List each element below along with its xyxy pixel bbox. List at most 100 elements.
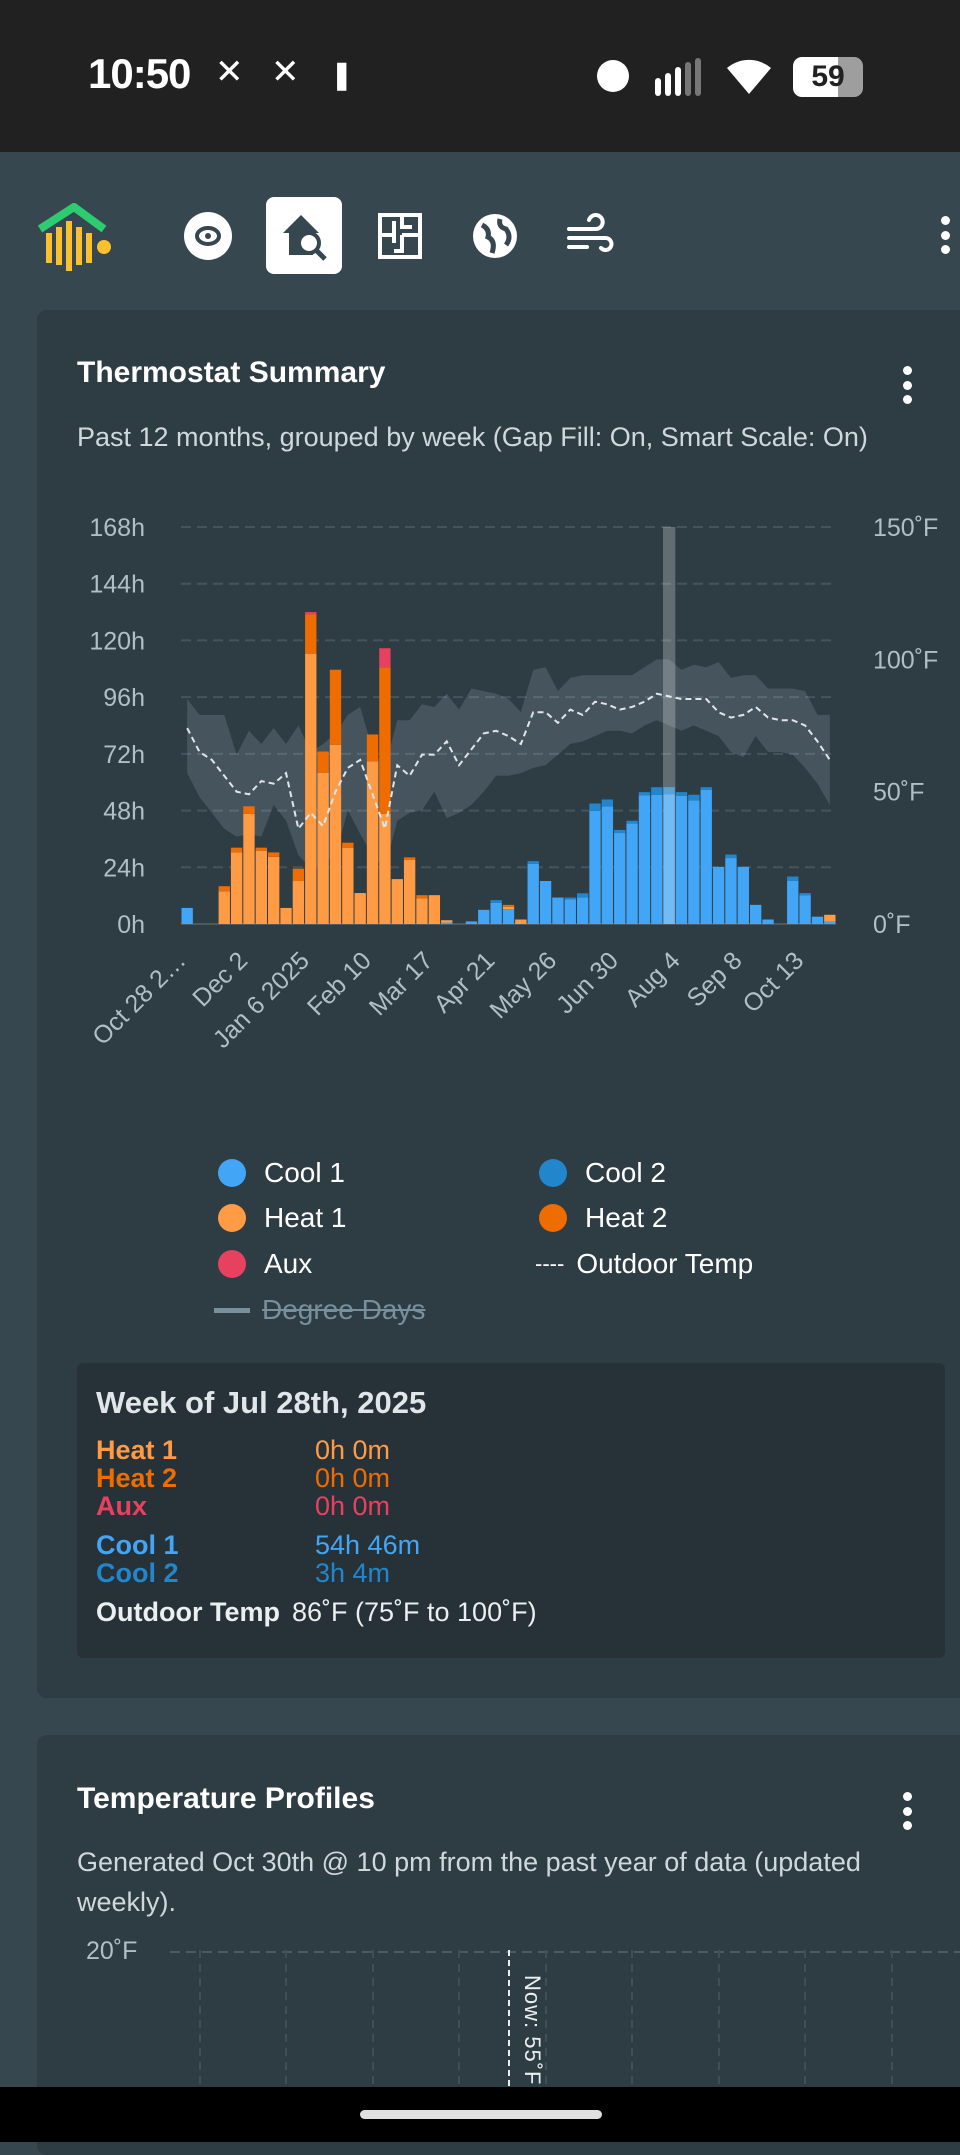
bar-heat-1	[243, 813, 255, 924]
legend-heat-2[interactable]: Heat 2	[539, 1198, 668, 1238]
card-menu-button[interactable]	[892, 360, 922, 410]
toolbar-eye-button[interactable]	[172, 200, 244, 272]
bar-heat-1	[292, 880, 305, 924]
bar-heat-2	[255, 847, 268, 851]
bar-cool-2	[576, 893, 589, 898]
bar-cool-1	[762, 919, 774, 924]
thermostat-summary-chart[interactable]: 0h 24h 48h 72h 96h 120h 144h 168h 0˚F 50˚F 100˚F 15…	[0, 500, 960, 1090]
bar-heat-2	[268, 852, 280, 857]
bar-cool-1	[181, 907, 193, 924]
overflow-menu-button[interactable]	[930, 210, 960, 260]
tooltip-label: Aux	[96, 1491, 148, 1521]
x-notification-icon: ✕	[215, 53, 244, 91]
y2-tick-label: 50˚F	[873, 779, 924, 807]
bar-heat-1	[441, 920, 453, 923]
legend-label: Outdoor Temp	[576, 1248, 754, 1279]
x-tick-label: Aug 4	[620, 946, 686, 1012]
app-logo	[38, 203, 111, 271]
bar-cool-2	[527, 861, 539, 864]
globe-icon	[473, 214, 517, 258]
tooltip-title: Week of Jul 28th, 2025	[96, 1385, 427, 1420]
eye-icon	[184, 212, 232, 260]
bar-cool-1	[663, 794, 675, 924]
tooltip-label: Outdoor Temp	[96, 1597, 280, 1627]
card-menu-button[interactable]	[892, 1786, 922, 1836]
legend-heat-1[interactable]: Heat 1	[218, 1198, 347, 1238]
bar-cool-1	[589, 810, 601, 924]
bar-heat-2	[317, 751, 329, 773]
bar-cool-1	[675, 795, 688, 924]
legend-cool-2[interactable]: Cool 2	[539, 1153, 666, 1193]
tooltip-label: Heat 1	[96, 1435, 178, 1465]
bar-cool-2	[490, 900, 502, 903]
bar-cool-1	[725, 858, 737, 924]
home-gesture-handle[interactable]	[360, 2110, 602, 2119]
bar-heat-1	[268, 856, 280, 924]
legend-dot	[539, 1159, 567, 1187]
bar-heat-1	[403, 859, 416, 924]
bar-heat-1	[342, 847, 354, 924]
y-tick-label: 120h	[89, 627, 145, 655]
card-title: Thermostat Summary	[77, 356, 386, 389]
bar-heat-1	[230, 852, 243, 924]
y2-tick-label: 100˚F	[873, 646, 938, 674]
legend-degree-days[interactable]: Degree Days	[214, 1290, 425, 1330]
bar-heat-1	[379, 813, 391, 924]
bar-aux	[305, 612, 317, 615]
bar-cool-1	[502, 909, 515, 924]
bar-aux	[379, 648, 391, 668]
bar-heat-2	[329, 669, 342, 745]
outdoor-temp-range-band	[187, 659, 830, 869]
bar-cool-2	[638, 792, 651, 796]
bar-cool-1	[712, 866, 725, 924]
bar-cool-1	[651, 794, 663, 924]
legend-cool-1[interactable]: Cool 1	[218, 1153, 345, 1193]
bar-cool-1	[614, 833, 626, 924]
toolbar-home-search-button[interactable]	[266, 197, 342, 274]
y-tick-label: 72h	[103, 741, 145, 769]
bar-cool-2	[787, 876, 799, 881]
bar-cool-1	[478, 909, 490, 924]
bar-cool-1	[601, 806, 614, 924]
bar-heat-1	[255, 850, 268, 924]
toolbar-globe-button[interactable]	[459, 200, 531, 272]
floorplan-icon	[378, 213, 422, 259]
bar-cool-1	[552, 897, 564, 924]
bar-heat-1	[824, 914, 836, 922]
temperature-profiles-chart	[170, 1950, 960, 2090]
temperature-profiles-card	[37, 1735, 960, 2155]
toolbar-floorplan-button[interactable]	[364, 200, 436, 272]
y-tick-label: 144h	[89, 571, 145, 599]
home-search-icon	[283, 215, 327, 261]
x-tick-label: Feb 10	[302, 946, 377, 1021]
tooltip-value: 0h 0m	[315, 1463, 391, 1493]
bar-heat-1	[218, 891, 230, 924]
bar-heat-1	[515, 919, 527, 924]
bar-heat-1	[428, 895, 441, 924]
x-tick-label: Mar 17	[364, 946, 439, 1021]
bar-cool-1	[626, 823, 638, 924]
bar-heat-1	[366, 761, 379, 924]
legend-label: Heat 1	[264, 1202, 347, 1233]
legend-aux[interactable]: Aux	[218, 1244, 312, 1284]
legend-label: Heat 2	[585, 1202, 668, 1233]
tooltip-value: 86˚F (75˚F to 100˚F)	[292, 1597, 537, 1627]
battery-indicator: 59	[793, 57, 863, 97]
bar-heat-2	[379, 667, 391, 814]
app-notification-icon: ❚	[330, 59, 354, 90]
chart-tooltip: Week of Jul 28th, 2025 Heat 1 0h 0m Heat…	[77, 1363, 945, 1658]
bar-heat-1	[354, 893, 366, 924]
y-tick-label: 48h	[103, 798, 145, 826]
bar-cool-1	[527, 863, 539, 924]
bar-heat-2	[230, 847, 243, 853]
bar-heat-1	[502, 906, 515, 910]
bar-heat-2	[502, 904, 515, 907]
toolbar-wind-button[interactable]	[554, 200, 626, 272]
bar-heat-2	[403, 857, 416, 860]
bar-cool-1	[490, 902, 502, 924]
legend-outdoor-temp[interactable]: ---- Outdoor Temp	[535, 1244, 753, 1284]
bar-heat-1	[416, 898, 428, 924]
bar-cool-2	[626, 820, 638, 824]
legend-label: Cool 2	[585, 1157, 666, 1188]
bar-heat-2	[243, 806, 255, 814]
